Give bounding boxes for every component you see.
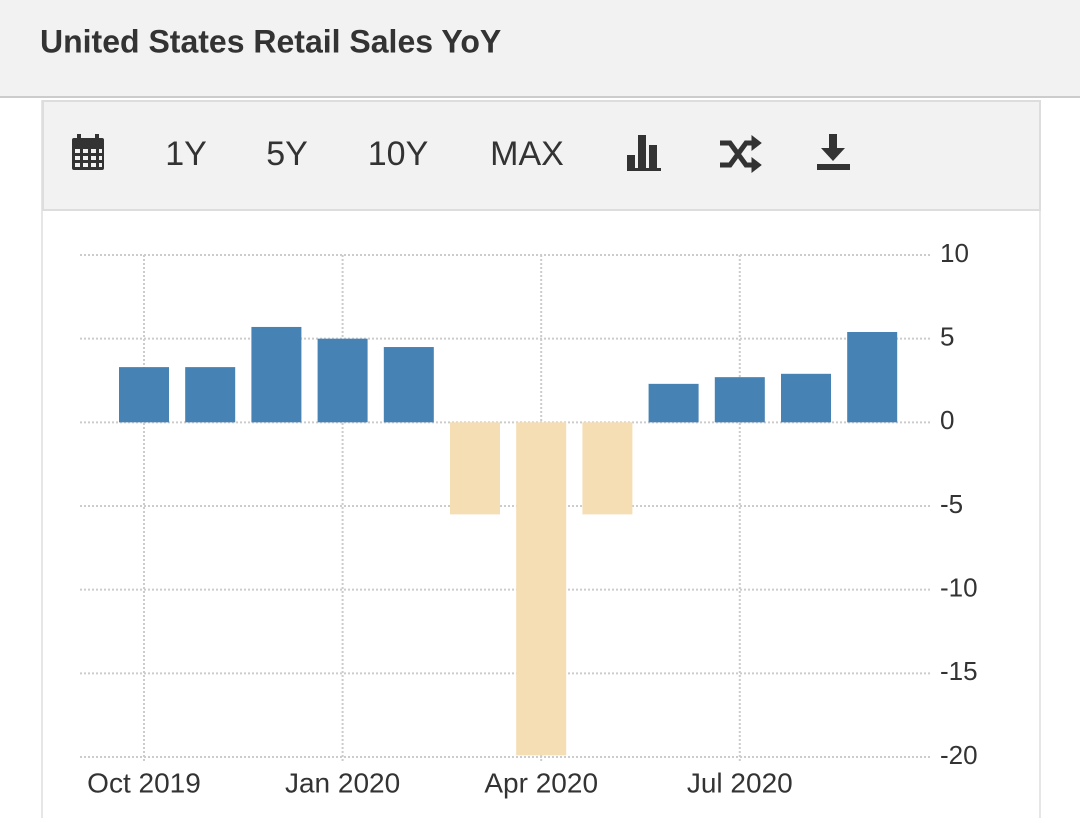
page-title: United States Retail Sales YoY — [40, 23, 501, 59]
bar — [714, 377, 765, 423]
y-tick-label: 10 — [940, 238, 969, 268]
bar — [582, 422, 633, 515]
bar — [251, 326, 302, 423]
x-tick-label: Apr 2020 — [484, 767, 598, 798]
range-button[interactable]: 1Y — [165, 135, 207, 173]
bar — [317, 338, 368, 423]
bar — [516, 422, 567, 756]
y-tick-label: -15 — [940, 656, 978, 686]
bar — [450, 422, 500, 515]
x-tick-label: Jan 2020 — [285, 767, 400, 798]
compare-icon[interactable] — [720, 134, 762, 174]
bar — [185, 367, 236, 423]
bar — [119, 367, 169, 423]
bar — [847, 331, 898, 423]
download-icon[interactable] — [817, 134, 850, 170]
bar — [383, 347, 434, 423]
chart-type-icon[interactable] — [627, 135, 661, 171]
range-button[interactable]: 5Y — [266, 135, 308, 173]
y-tick-label: 0 — [940, 405, 954, 435]
bar — [648, 383, 699, 423]
bar — [781, 373, 831, 423]
x-tick-label: Jul 2020 — [687, 767, 793, 798]
range-button[interactable]: 10Y — [368, 135, 429, 173]
calendar-icon[interactable] — [72, 134, 104, 170]
header-bar — [0, 0, 1080, 97]
chart: -20 -15 -10 -5 0 5 10 Oct 2019 Jan 2020 Apr 2020 J… — [80, 238, 978, 798]
y-tick-label: -20 — [940, 740, 978, 770]
y-tick-label: -10 — [940, 573, 978, 603]
y-tick-label: 5 — [940, 322, 954, 352]
toolbar — [42, 100, 1041, 211]
range-button[interactable]: MAX — [490, 135, 564, 173]
x-tick-label: Oct 2019 — [87, 767, 201, 798]
y-tick-label: -5 — [940, 489, 963, 519]
